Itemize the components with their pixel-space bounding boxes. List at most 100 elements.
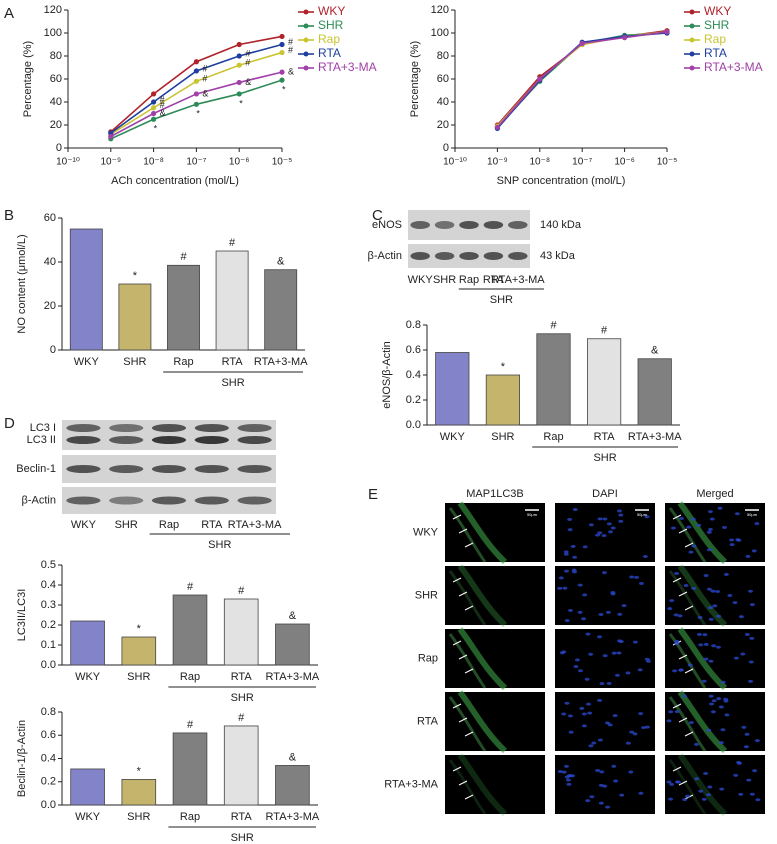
bar bbox=[172, 732, 208, 806]
x-tick-label: 10⁻¹⁰ bbox=[56, 157, 80, 168]
nucleus bbox=[690, 517, 696, 521]
x-tick-label: Rap bbox=[173, 356, 193, 368]
nucleus bbox=[710, 589, 716, 593]
bar bbox=[167, 264, 200, 351]
nucleus bbox=[605, 610, 611, 614]
nucleus bbox=[706, 548, 712, 552]
group-label: SHR bbox=[231, 832, 254, 844]
legend-marker bbox=[689, 23, 695, 29]
nucleus bbox=[599, 770, 605, 774]
x-tick-label: Rap bbox=[180, 811, 200, 823]
nucleus bbox=[708, 659, 714, 663]
y-tick-label: 60 bbox=[50, 73, 62, 85]
nucleus bbox=[718, 741, 724, 745]
data-point bbox=[236, 62, 242, 68]
micrograph bbox=[445, 566, 545, 625]
y-tick-label: 0.4 bbox=[41, 752, 56, 764]
blot-band bbox=[508, 221, 528, 229]
blot-band bbox=[237, 496, 272, 505]
nucleus bbox=[745, 554, 751, 558]
significance-mark: # bbox=[550, 320, 557, 332]
lane-label: SHR bbox=[115, 519, 138, 531]
significance-mark: * bbox=[501, 361, 506, 373]
nucleus bbox=[589, 795, 595, 799]
arrow bbox=[458, 528, 468, 534]
blot-band bbox=[237, 436, 272, 444]
nucleus bbox=[698, 789, 704, 793]
significance-mark: # bbox=[187, 719, 194, 731]
fluorescence bbox=[668, 696, 707, 752]
bar bbox=[118, 283, 152, 351]
nucleus bbox=[614, 673, 620, 677]
nucleus bbox=[598, 801, 604, 805]
nucleus bbox=[591, 741, 597, 745]
arrow bbox=[684, 605, 694, 611]
nucleus bbox=[562, 586, 568, 590]
group-label: SHR bbox=[221, 377, 244, 389]
y-tick-label: 40 bbox=[50, 96, 62, 108]
nucleus bbox=[608, 530, 614, 534]
nucleus bbox=[618, 513, 624, 517]
nucleus bbox=[644, 725, 650, 729]
nucleus bbox=[746, 778, 752, 782]
significance-mark: & bbox=[651, 345, 659, 357]
nucleus bbox=[642, 554, 648, 558]
x-tick-label: 10⁻⁷ bbox=[186, 157, 206, 168]
arrow bbox=[678, 654, 688, 660]
y-tick-label: 0.0 bbox=[41, 799, 56, 811]
nucleus bbox=[571, 568, 577, 572]
nucleus bbox=[738, 792, 744, 796]
nucleus bbox=[744, 632, 750, 636]
nucleus bbox=[625, 741, 631, 745]
nucleus bbox=[709, 517, 715, 521]
nucleus bbox=[732, 601, 738, 605]
nucleus bbox=[561, 712, 567, 716]
nucleus bbox=[644, 515, 650, 519]
arrow bbox=[672, 577, 682, 583]
micrograph bbox=[555, 503, 655, 562]
blot-band bbox=[483, 221, 504, 229]
nucleus bbox=[637, 668, 643, 672]
nucleus bbox=[681, 694, 687, 698]
nucleus bbox=[597, 738, 603, 742]
blot-band bbox=[410, 221, 430, 229]
data-point bbox=[193, 68, 199, 74]
legend-marker bbox=[689, 9, 695, 15]
fluorescence bbox=[668, 570, 707, 626]
nucleus bbox=[595, 533, 601, 537]
bar bbox=[637, 358, 672, 426]
nucleus bbox=[585, 632, 591, 636]
legend-label: WKY bbox=[704, 4, 731, 18]
y-tick-label: 0.2 bbox=[41, 776, 56, 788]
fluorescence bbox=[677, 564, 728, 628]
y-tick-label: 0.8 bbox=[41, 706, 56, 718]
nucleus bbox=[566, 774, 572, 778]
nucleus bbox=[748, 589, 754, 593]
nucleus bbox=[672, 669, 678, 673]
nucleus bbox=[673, 613, 679, 617]
nucleus bbox=[717, 506, 723, 510]
data-point bbox=[151, 105, 157, 111]
y-axis-title: Beclin-1/β-Actin bbox=[16, 720, 28, 797]
blot-label: LC3 II bbox=[27, 434, 56, 446]
arrow bbox=[678, 528, 688, 534]
nucleus bbox=[577, 669, 583, 673]
row-label: WKY bbox=[413, 526, 439, 538]
x-tick-label: RTA bbox=[594, 431, 616, 443]
fluorescence bbox=[457, 690, 508, 754]
fluorescence bbox=[448, 633, 487, 689]
legend-label: Rap bbox=[704, 32, 726, 46]
y-tick-label: 0.8 bbox=[406, 319, 421, 331]
scale-bar-label: 50μm bbox=[637, 512, 648, 517]
legend-label: RTA+3-MA bbox=[704, 60, 763, 74]
nucleus bbox=[706, 530, 712, 534]
nucleus bbox=[703, 642, 709, 646]
nucleus bbox=[632, 732, 638, 736]
blot-band bbox=[459, 252, 479, 260]
nucleus bbox=[733, 656, 739, 660]
lane-label: Rap bbox=[159, 519, 179, 531]
nucleus bbox=[691, 544, 697, 548]
nucleus bbox=[567, 528, 573, 532]
nucleus bbox=[706, 587, 712, 591]
blot-band bbox=[66, 424, 101, 432]
